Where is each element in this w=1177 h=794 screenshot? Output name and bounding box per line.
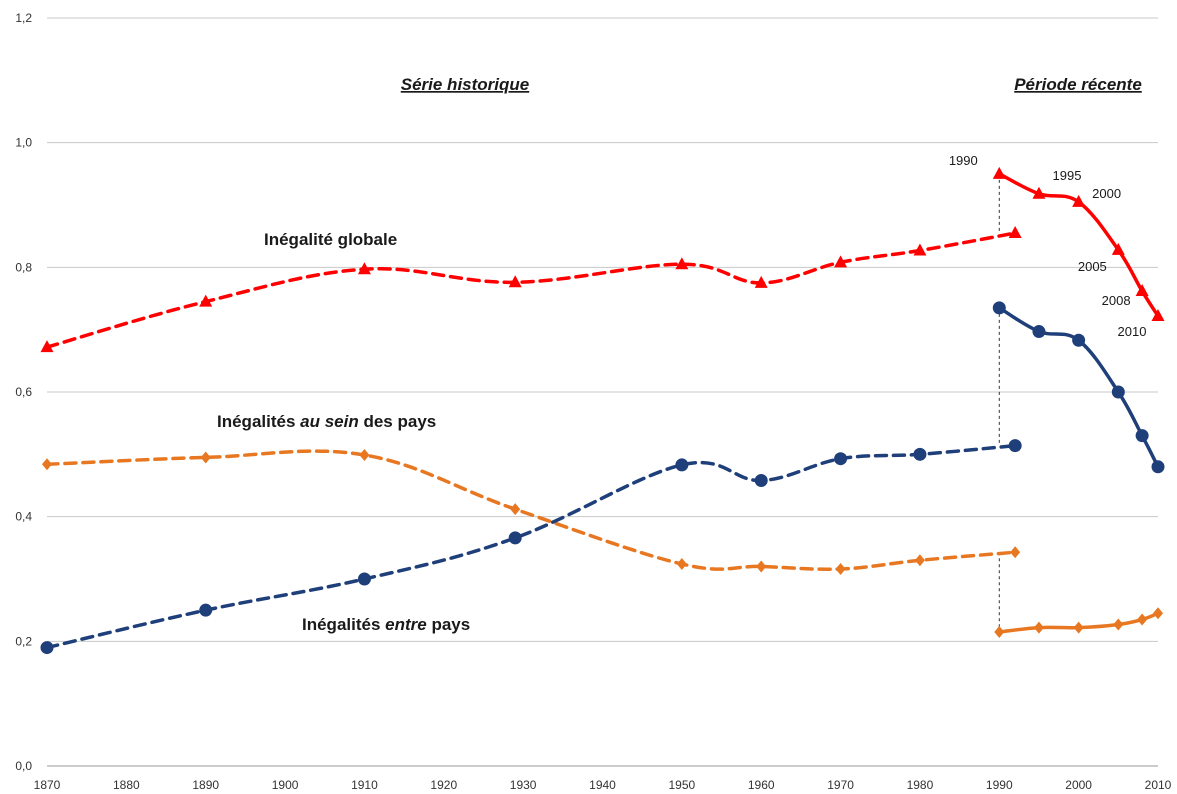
data-point-global_hist	[834, 255, 848, 268]
series-line-global_hist	[45, 231, 1017, 349]
data-point-between_hist	[40, 641, 54, 655]
data-point-between_hist	[508, 531, 522, 545]
series-label-within-suffix: des pays	[359, 412, 437, 431]
data-point-global_hist	[913, 243, 927, 256]
data-point-global_recent	[1151, 308, 1165, 321]
x-tick-label: 1990	[986, 778, 1013, 792]
series-label-between-suffix: pays	[427, 615, 470, 634]
series-label-between-italic: entre	[385, 615, 427, 634]
data-point-within_hist	[42, 458, 52, 471]
x-tick-label: 1890	[192, 778, 219, 792]
series-label-between-prefix: Inégalités	[302, 615, 385, 634]
data-point-between_hist	[675, 458, 689, 472]
year-annotation: 1995	[1053, 168, 1082, 183]
data-point-between_recent	[1111, 385, 1125, 399]
data-point-within_recent	[1153, 607, 1163, 620]
series-label-between: Inégalités entre pays	[302, 615, 470, 634]
data-point-between_recent	[992, 301, 1006, 315]
year-annotation: 2010	[1118, 324, 1147, 339]
x-tick-labels: 1870 1880 1890 1900 1910 1920 1930 1940 1950 1960…	[34, 778, 1172, 792]
data-point-within_hist	[835, 563, 846, 576]
x-tick-label: 1960	[748, 778, 775, 792]
y-tick-label: 1,2	[15, 11, 32, 25]
data-point-global_hist	[754, 275, 768, 288]
x-tick-label: 1950	[669, 778, 696, 792]
year-annotation: 1990	[949, 153, 978, 168]
data-point-between_recent	[1151, 460, 1165, 474]
data-point-global_hist	[40, 340, 54, 353]
x-tick-label: 1970	[827, 778, 854, 792]
y-tick-label: 0,2	[15, 634, 32, 648]
data-point-global_hist	[357, 262, 371, 275]
year-annotation: 2005	[1078, 259, 1107, 274]
x-tick-label: 1880	[113, 778, 140, 792]
data-point-between_hist	[754, 474, 768, 488]
data-point-between_hist	[913, 447, 927, 461]
horizontal-gridlines	[47, 17, 1158, 642]
data-point-within_hist	[676, 558, 687, 571]
data-point-global_hist	[508, 275, 522, 288]
data-point-within_hist	[359, 448, 370, 461]
x-tick-label: 1930	[510, 778, 537, 792]
x-tick-label: 1980	[907, 778, 934, 792]
data-point-between_recent	[1135, 429, 1149, 443]
series-label-within-italic: au sein	[300, 412, 359, 431]
year-annotations: 1990 1995 2000 2005 2008 2010	[949, 153, 1147, 339]
series-line-within_hist	[45, 449, 1017, 571]
series-markers	[40, 166, 1165, 655]
year-annotation: 2000	[1092, 186, 1121, 201]
section-title-recent: Période récente	[1014, 75, 1142, 94]
y-tick-label: 0,8	[15, 260, 32, 274]
data-point-global_recent	[1072, 194, 1086, 207]
data-point-between_recent	[1032, 325, 1046, 339]
y-tick-label: 0,0	[15, 759, 32, 773]
data-point-within_recent	[1033, 621, 1044, 634]
data-point-within_hist	[756, 560, 767, 573]
data-point-within_hist	[1010, 546, 1021, 559]
data-point-global_hist	[199, 294, 213, 307]
x-tick-label: 1870	[34, 778, 61, 792]
data-point-between_hist	[199, 603, 213, 617]
data-point-between_hist	[1008, 439, 1022, 453]
data-point-between_hist	[357, 572, 371, 586]
x-tick-label: 2010	[1145, 778, 1172, 792]
series-line-between_hist	[45, 443, 1017, 650]
data-point-global_hist	[1008, 226, 1022, 239]
data-point-within_recent	[994, 625, 1005, 638]
y-tick-labels: 0,0 0,2 0,4 0,6 0,8 1,0 1,2	[15, 11, 32, 773]
data-point-within_recent	[1073, 621, 1084, 634]
x-tick-label: 1920	[430, 778, 457, 792]
series-label-within-prefix: Inégalités	[217, 412, 300, 431]
data-point-global_recent	[992, 166, 1006, 179]
data-point-between_recent	[1072, 333, 1086, 347]
x-tick-label: 1900	[272, 778, 299, 792]
data-point-within_recent	[1137, 613, 1148, 626]
series-label-within: Inégalités au sein des pays	[217, 412, 436, 431]
data-point-between_hist	[834, 452, 848, 466]
x-tick-label: 2000	[1065, 778, 1092, 792]
data-point-within_hist	[200, 451, 211, 464]
data-point-global_recent	[1111, 242, 1125, 255]
x-tick-label: 1940	[589, 778, 616, 792]
data-point-global_recent	[1135, 284, 1149, 297]
series-lines	[45, 172, 1160, 650]
data-point-global_recent	[1032, 186, 1046, 199]
data-point-within_hist	[510, 503, 521, 516]
data-point-within_hist	[914, 554, 925, 567]
x-tick-label: 1910	[351, 778, 378, 792]
y-tick-label: 1,0	[15, 136, 32, 150]
y-tick-label: 0,4	[15, 510, 32, 524]
series-label-global: Inégalité globale	[264, 230, 397, 249]
section-title-historical: Série historique	[401, 75, 529, 94]
data-point-within_recent	[1113, 618, 1124, 631]
y-tick-label: 0,6	[15, 385, 32, 399]
data-point-global_hist	[675, 257, 689, 270]
year-annotation: 2008	[1102, 293, 1131, 308]
